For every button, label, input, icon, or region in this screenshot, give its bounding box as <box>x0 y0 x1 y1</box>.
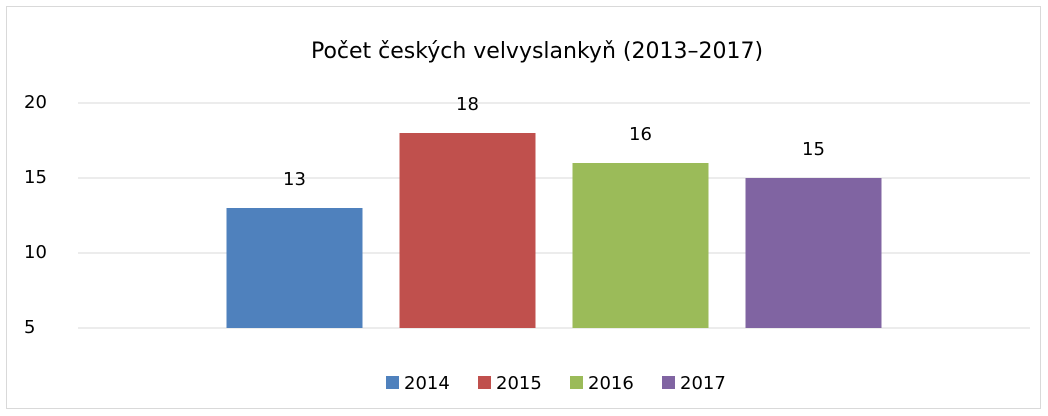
legend-swatch <box>386 376 399 389</box>
legend-swatch <box>570 376 583 389</box>
y-tick-label: 10 <box>24 242 47 263</box>
bar <box>226 208 363 328</box>
bar <box>572 163 709 328</box>
legend-swatch <box>478 376 491 389</box>
legend-label: 2017 <box>680 373 726 394</box>
bar <box>745 178 882 328</box>
legend-label: 2016 <box>588 373 634 394</box>
legend-label: 2014 <box>404 373 450 394</box>
legend-label: 2015 <box>496 373 542 394</box>
legend-swatch <box>662 376 675 389</box>
chart-title: Počet českých velvyslankyň (2013–2017) <box>311 39 763 64</box>
y-tick-label: 20 <box>24 92 47 113</box>
data-label: 13 <box>283 169 306 190</box>
data-label: 15 <box>802 139 825 160</box>
bar <box>399 133 536 328</box>
y-tick-label: 5 <box>24 317 35 338</box>
data-label: 16 <box>629 124 652 145</box>
y-tick-label: 15 <box>24 167 47 188</box>
data-label: 18 <box>456 94 479 115</box>
